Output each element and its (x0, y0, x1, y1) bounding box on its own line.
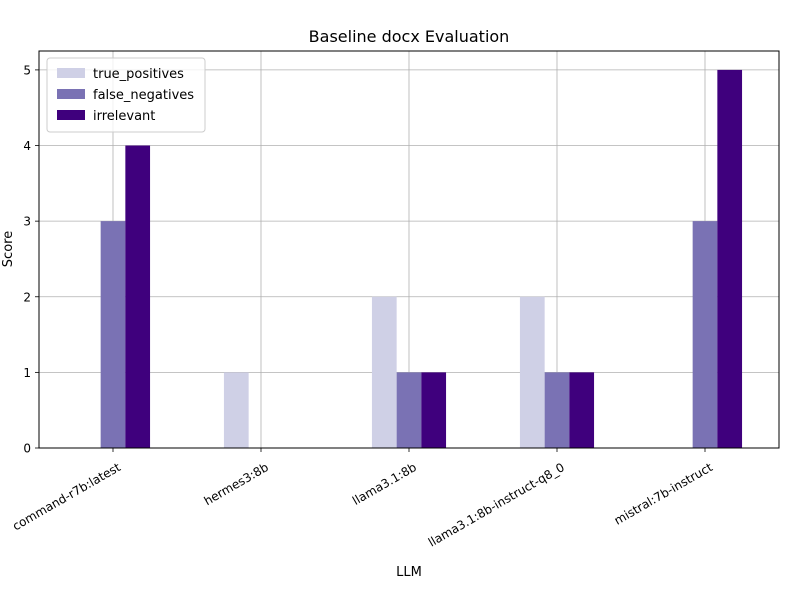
legend-label-irrelevant: irrelevant (93, 109, 155, 124)
legend-label-true-positives: true_positives (93, 67, 184, 82)
x-axis-label: LLM (396, 565, 422, 580)
bar-irrelevant-2 (421, 372, 447, 448)
bar-false-negatives-4 (692, 221, 718, 448)
bar-true-positives-1 (223, 372, 249, 448)
bar-true-positives-2 (371, 296, 397, 448)
y-tick-label: 0 (23, 442, 31, 456)
y-tick-label: 4 (23, 139, 31, 153)
bar-irrelevant-3 (569, 372, 595, 448)
y-tick-label: 2 (23, 290, 31, 304)
bar-false-negatives-3 (544, 372, 570, 448)
bar-false-negatives-0 (100, 221, 126, 448)
bar-irrelevant-4 (717, 69, 743, 449)
bar-true-positives-3 (519, 296, 545, 448)
y-tick-label: 5 (23, 63, 31, 77)
legend-swatch-true-positives (57, 68, 85, 78)
legend-swatch-false-negatives (57, 89, 85, 99)
bar-false-negatives-2 (396, 372, 422, 448)
y-tick-label: 1 (23, 366, 31, 380)
y-tick-label: 3 (23, 215, 31, 229)
legend-box (46, 57, 206, 133)
y-axis-label: Score (1, 231, 16, 267)
legend-label-false-negatives: false_negatives (93, 88, 194, 103)
legend-swatch-irrelevant (57, 110, 85, 120)
chart-title: Baseline docx Evaluation (309, 27, 510, 46)
bar-irrelevant-0 (125, 145, 151, 448)
